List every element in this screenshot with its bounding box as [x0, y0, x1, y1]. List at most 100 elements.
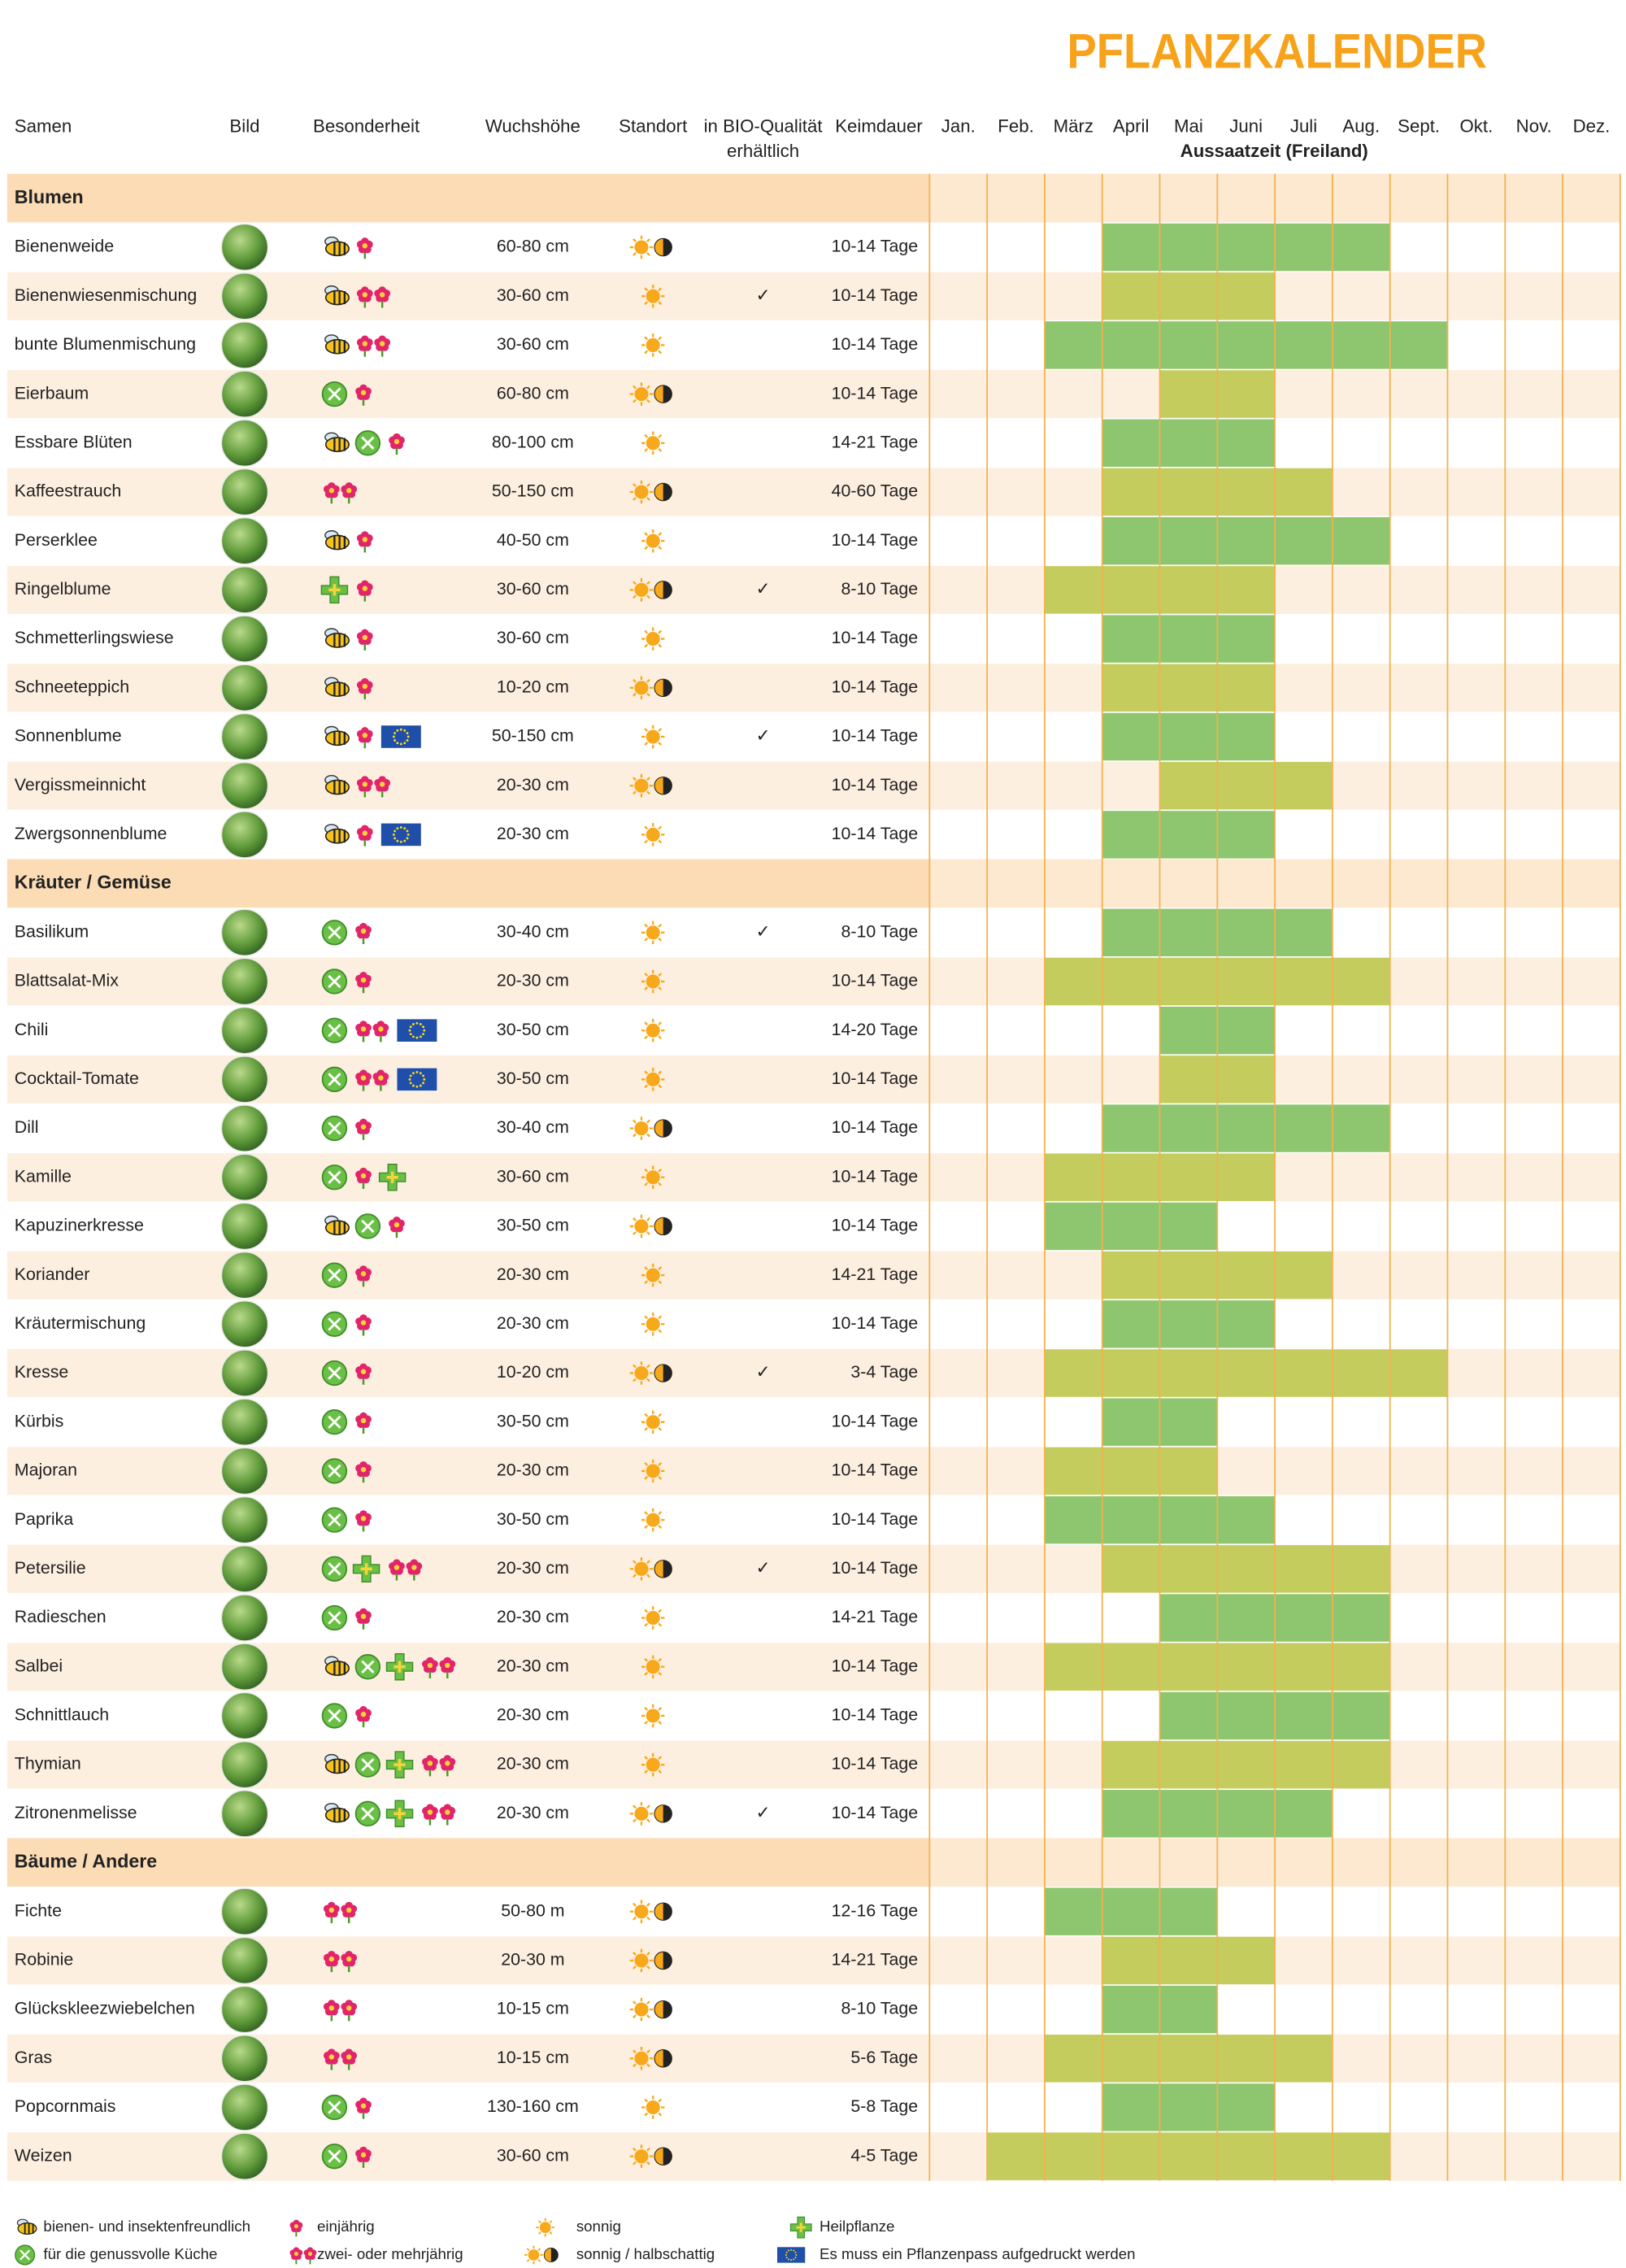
- heal-center: [393, 1661, 406, 1673]
- half-shade-dark: [663, 1804, 672, 1822]
- sun-ray: [646, 497, 650, 501]
- kitchen-knife: [328, 925, 341, 939]
- eu-star: [393, 837, 397, 840]
- column-header: erhältlich: [727, 141, 799, 161]
- legend-icon: [289, 2247, 317, 2265]
- eu-star: [794, 2251, 797, 2253]
- legend-icon: [289, 2219, 303, 2237]
- germination-time: 10-14 Tage: [832, 1656, 918, 1675]
- location-icon: [641, 1752, 665, 1777]
- bee-body: [324, 338, 350, 355]
- germination-time: 10-14 Tage: [832, 628, 918, 647]
- page-title: PFLANZKALENDER: [1067, 24, 1487, 79]
- sun-ray: [658, 1266, 663, 1271]
- sun-disc: [634, 1806, 649, 1821]
- feature-icons: [321, 1555, 423, 1583]
- half-shade-dark: [663, 1560, 672, 1578]
- growth-height: 30-50 cm: [497, 1020, 569, 1039]
- eu-star: [412, 1084, 415, 1087]
- sun-ray: [646, 790, 650, 795]
- month-header: Feb.: [998, 116, 1034, 137]
- eu-star: [408, 1077, 411, 1081]
- sun-ray: [633, 483, 637, 487]
- sun-ray: [658, 1511, 663, 1516]
- half-shade-dark: [663, 1952, 672, 1970]
- location-icon: [641, 725, 665, 749]
- sun-ray: [549, 2231, 553, 2235]
- plant-photo: [220, 2083, 269, 2131]
- eu-star: [415, 1021, 419, 1025]
- half-shade-dark: [663, 1119, 672, 1138]
- sun-ray: [658, 1707, 663, 1711]
- sun-disc: [646, 533, 660, 548]
- germination-time: 10-14 Tage: [832, 971, 918, 990]
- sun-ray: [644, 1266, 649, 1271]
- sun-ray: [646, 1916, 650, 1921]
- column-header: Bild: [229, 116, 259, 137]
- location-icon: [641, 333, 665, 357]
- sowing-period: [1102, 223, 1390, 272]
- sun-ray: [658, 1525, 663, 1530]
- location-icon: [641, 969, 665, 994]
- germination-time: 4-5 Tage: [850, 2145, 918, 2165]
- sun-disc: [646, 827, 660, 842]
- flower-center: [328, 1956, 335, 1962]
- feature-icons: [324, 1751, 456, 1778]
- flower-center: [378, 1026, 384, 1032]
- plant-photo: [220, 1349, 269, 1397]
- sun-ray: [658, 742, 663, 746]
- sun-ray: [644, 287, 649, 292]
- seed-name: Vergissmeinnicht: [15, 775, 146, 794]
- location-icon: [629, 1900, 672, 1923]
- sun-ray: [633, 1951, 637, 1956]
- flower-center: [362, 243, 368, 249]
- sun-ray: [644, 1525, 649, 1530]
- section-band: [7, 1838, 930, 1887]
- sun-ray: [646, 1574, 650, 1578]
- flower-center: [427, 1662, 433, 1669]
- sun-disc: [646, 974, 660, 989]
- growth-height: 20-30 m: [501, 1950, 564, 1970]
- plant-photo: [220, 321, 269, 369]
- flower-center: [427, 1809, 433, 1815]
- location-icon: [641, 1018, 665, 1043]
- location-icon: [629, 1117, 672, 1140]
- feature-icons: [324, 822, 422, 847]
- sun-ray: [633, 497, 637, 501]
- flower-center: [445, 1662, 450, 1669]
- sun-ray: [633, 1560, 637, 1565]
- sun-ray: [644, 1608, 649, 1613]
- germination-time: 10-14 Tage: [832, 677, 918, 696]
- column-header: Besonderheit: [313, 116, 420, 137]
- legend-icon: [15, 2244, 36, 2266]
- growth-height: 20-30 cm: [497, 1460, 569, 1480]
- growth-height: 30-50 cm: [497, 1411, 569, 1430]
- flower-center: [379, 781, 385, 787]
- sun-disc: [634, 2051, 649, 2066]
- sun-ray: [658, 1280, 663, 1285]
- location-icon: [629, 773, 672, 798]
- eu-star: [399, 728, 402, 731]
- sun-disc: [646, 1023, 660, 1038]
- sun-ray: [646, 2161, 650, 2166]
- flower-center: [293, 2224, 298, 2229]
- legend-icon: [776, 2246, 806, 2264]
- sun-ray: [658, 1622, 663, 1627]
- eu-star: [396, 839, 399, 842]
- half-shade-dark: [663, 2000, 672, 2018]
- seed-name: Schneeteppich: [15, 677, 129, 696]
- sun-ray: [658, 728, 663, 732]
- section-title: Kräuter / Gemüse: [15, 872, 172, 893]
- growth-height: 30-40 cm: [497, 1117, 569, 1137]
- growth-height: 20-30 cm: [497, 1558, 569, 1578]
- sowing-period: [1044, 1349, 1448, 1397]
- half-shade-dark: [663, 238, 672, 256]
- location-icon: [641, 1606, 665, 1630]
- location-icon: [629, 382, 672, 406]
- growth-height: 30-60 cm: [497, 285, 569, 305]
- row-stripe: [7, 467, 1620, 517]
- sun-ray: [658, 287, 663, 292]
- plant-photo: [220, 272, 269, 320]
- sun-ray: [658, 1168, 663, 1173]
